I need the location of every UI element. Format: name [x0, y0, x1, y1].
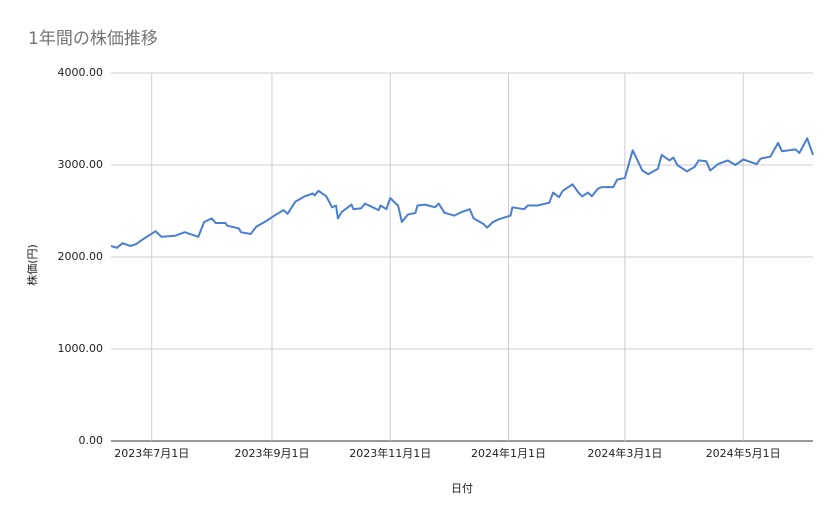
x-tick-label: 2024年5月1日 [706, 446, 781, 460]
x-tick-label: 2023年7月1日 [114, 446, 189, 460]
x-tick-label: 2024年1月1日 [471, 446, 546, 460]
x-axis-label: 日付 [451, 482, 473, 495]
y-tick-label: 4000.00 [58, 66, 104, 79]
y-tick-label: 2000.00 [58, 250, 104, 263]
y-axis-label: 株価(円) [25, 244, 39, 286]
x-tick-label: 2023年11月1日 [349, 446, 431, 460]
y-tick-label: 0.00 [79, 434, 104, 447]
chart-title: 1年間の株価推移 [28, 29, 158, 49]
y-tick-label: 3000.00 [58, 158, 104, 171]
data-line [110, 137, 814, 249]
x-tick-label: 2024年3月1日 [587, 446, 662, 460]
x-tick-label: 2023年9月1日 [234, 446, 309, 460]
y-tick-label: 1000.00 [58, 342, 104, 355]
